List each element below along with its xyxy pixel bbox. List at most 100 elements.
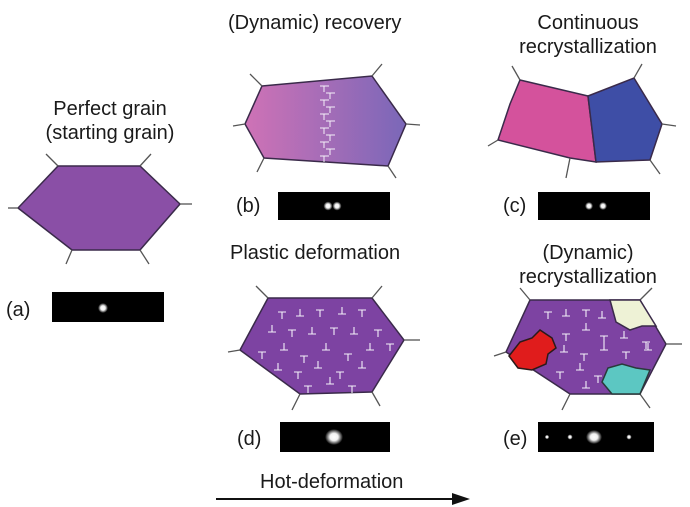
diffraction-spot [544, 434, 550, 440]
grain-boundary-stubs-c [487, 63, 677, 179]
new-grain-cream [609, 299, 658, 331]
diffraction-spot [332, 201, 342, 211]
dislocation-symbol [576, 363, 584, 371]
panel-a-letter: (a) [6, 299, 31, 321]
diffraction-spot [586, 430, 602, 444]
dislocation-symbol [580, 353, 588, 361]
dislocation-symbol [556, 371, 564, 379]
dislocation-symbol [330, 327, 338, 335]
subgrain-left [497, 79, 597, 163]
panel-a-title-line2: (starting grain) [45, 122, 175, 144]
diffraction-spot [599, 202, 607, 210]
dislocation-symbol [600, 335, 608, 343]
dislocations [258, 307, 394, 393]
new-grain-cyan [601, 363, 652, 395]
dislocation-symbol [374, 329, 382, 337]
dislocation-symbol [316, 309, 324, 317]
dislocation-symbol [326, 92, 335, 99]
dislocation-symbol [358, 309, 366, 317]
subgrain-right [587, 77, 663, 163]
grain-boundary-stubs-a [8, 153, 192, 265]
dislocation-symbol [322, 343, 330, 351]
dislocation-symbol [582, 323, 590, 331]
dislocation-symbol [258, 351, 266, 359]
arrow-head [452, 493, 470, 505]
panel-b-title: (Dynamic) recovery [228, 12, 402, 34]
dislocation-symbol [314, 361, 322, 369]
dislocation-symbol [320, 127, 329, 134]
deformed-grain [239, 297, 405, 395]
panel-c-title-line2: recrystallization [519, 36, 657, 58]
dislocation-symbol [594, 375, 602, 383]
dislocation-symbol [304, 385, 312, 393]
panel-a-grain [8, 153, 192, 265]
dislocation-symbol [642, 341, 650, 349]
dislocation-symbol [326, 377, 334, 385]
dislocation-symbol [560, 345, 568, 353]
dislocation-symbol [644, 343, 652, 351]
dislocations [544, 309, 652, 389]
panel-e-diffraction [538, 422, 654, 452]
diffraction-pattern-a [52, 292, 164, 322]
panel-a-diffraction [52, 292, 164, 322]
panel-e-title-line2: recrystallization [519, 266, 657, 288]
dislocation-symbol [296, 309, 304, 317]
grain-boundary-stubs-b [232, 63, 421, 179]
dislocation-symbol [620, 331, 628, 339]
arrow-label: Hot-deformation [260, 471, 404, 493]
dislocation-symbol [320, 99, 329, 106]
dislocation-symbol [562, 309, 570, 317]
panel-e-title-line1: (Dynamic) [542, 242, 634, 264]
dislocation-symbol [326, 106, 335, 113]
diffraction-spot [323, 201, 333, 211]
panel-b-grain [232, 63, 421, 179]
panel-b-letter: (b) [236, 195, 261, 217]
perfect-grain [16, 165, 182, 251]
dislocation-symbol [326, 120, 335, 127]
dislocation-wall [320, 85, 335, 162]
dislocation-symbol [350, 327, 358, 335]
dislocation-symbol [308, 327, 316, 335]
dislocation-symbol [320, 155, 329, 162]
panel-c-grain [487, 63, 677, 179]
dislocation-symbol [326, 134, 335, 141]
dislocation-symbol [562, 333, 570, 341]
grain-boundary-stubs-d [227, 285, 420, 411]
dislocation-symbol [582, 309, 590, 317]
dislocation-symbol [348, 385, 356, 393]
dislocation-symbol [358, 361, 366, 369]
new-grain-red [508, 329, 557, 371]
grain-boundary-stubs-e [493, 287, 682, 411]
dislocation-symbol [622, 351, 630, 359]
panel-c-title: Continuous recrystallization [500, 11, 676, 59]
dislocation-symbol [320, 113, 329, 120]
dislocation-symbol [288, 329, 296, 337]
panel-e-grain [493, 287, 682, 411]
dislocation-symbol [336, 371, 344, 379]
diffraction-pattern-c [538, 192, 650, 220]
hot-deformation-arrow [216, 493, 470, 505]
panel-c-letter: (c) [503, 195, 527, 217]
panel-a-title-line1: Perfect grain [53, 98, 167, 120]
dislocation-symbol [600, 343, 608, 351]
diffraction-spot [585, 202, 593, 210]
dislocation-symbol [320, 85, 329, 92]
recovery-grain [244, 75, 407, 167]
dislocation-symbol [344, 353, 352, 361]
panel-c-title-line1: Continuous [537, 12, 639, 34]
dislocation-symbol [386, 343, 394, 351]
dislocation-symbol [274, 363, 282, 371]
dislocation-symbol [278, 311, 286, 319]
panel-d-diffraction [280, 422, 390, 452]
diffraction-spot [325, 429, 343, 445]
diffraction-spot [626, 434, 632, 440]
dislocation-symbol [598, 311, 606, 319]
dislocation-symbol [268, 325, 276, 333]
dislocation-symbol [294, 371, 302, 379]
panel-e-title: (Dynamic) recrystallization [498, 241, 678, 289]
panel-a-title: Perfect grain (starting grain) [20, 97, 200, 145]
panel-e-letter: (e) [503, 428, 528, 450]
panel-b-diffraction [278, 192, 390, 220]
dislocation-symbol [326, 148, 335, 155]
